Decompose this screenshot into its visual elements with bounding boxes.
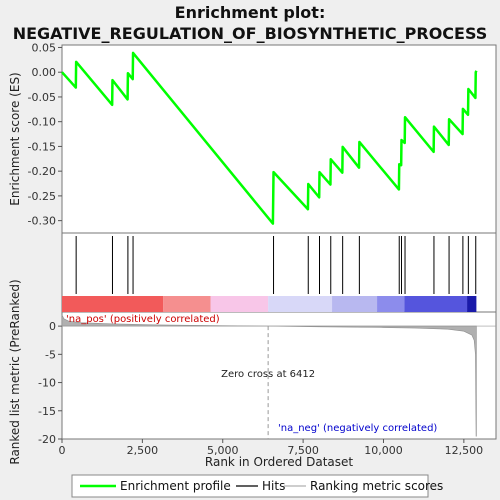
x-tick-label: 2,500 [127,444,159,457]
x-tick-label: 7,500 [287,444,319,457]
enrichment-profile-line [61,51,478,225]
color-bar-segment [377,296,405,312]
metric-y-tick-label: -15 [38,405,56,418]
ranking-metric-series [61,314,477,437]
color-bar-segment [467,296,477,312]
es-y-tick-label: -0.05 [28,91,56,104]
es-y-ticks: 0.05 0.00 -0.05 -0.10 -0.15 -0.20 -0.25 -0.30 [28,41,62,228]
color-bar-segment [332,296,378,312]
color-bar-segment [268,296,333,312]
es-y-tick-label: -0.20 [28,165,56,178]
legend: Enrichment profile Hits Ranking metric sco… [71,474,443,498]
negative-correlation-label: 'na_neg' (negatively correlated) [278,423,437,434]
x-tick-label: 0 [59,444,66,457]
es-y-tick-label: 0.05 [32,41,57,54]
metric-y-tick-label: -20 [38,433,56,446]
x-tick-label: 12,500 [445,444,484,457]
es-y-axis-title: Enrichment score (ES) [8,72,22,205]
legend-label: Hits [262,479,285,493]
es-y-tick-label: -0.15 [28,140,56,153]
x-tick-label: 10,000 [364,444,403,457]
chart-title-line1: Enrichment plot: [175,3,326,22]
color-bar-segment [210,296,269,312]
legend-label: Enrichment profile [120,479,231,493]
positive-correlation-label: 'na_pos' (positively correlated) [66,314,220,325]
hits-marks [75,236,477,294]
metric-y-ticks: 0 -5 -10 -15 -20 [38,320,62,446]
enrichment-profile-series [61,51,478,225]
chart-title-line2: NEGATIVE_REGULATION_OF_BIOSYNTHETIC_PROC… [13,24,488,43]
color-bar-segment [163,296,211,312]
ranking-color-bar [62,296,477,312]
color-bar-segment [404,296,468,312]
legend-label: Ranking metric scores [310,479,443,493]
metric-y-tick-label: -10 [38,377,56,390]
x-axis-title: Rank in Ordered Dataset [205,455,353,469]
x-tick-label: 5,000 [207,444,239,457]
x-axis-ticks: 0 2,500 5,000 7,500 10,000 12,500 [59,439,484,457]
es-y-tick-label: 0.00 [32,66,57,79]
es-y-tick-label: -0.25 [28,190,56,203]
color-bar-segment [62,296,164,312]
zero-cross-label: Zero cross at 6412 [221,369,315,380]
metric-y-tick-label: -5 [45,348,56,361]
es-y-tick-label: -0.30 [28,215,56,228]
metric-y-tick-label: 0 [49,320,56,333]
metric-y-axis-title: Ranked list metric (PreRanked) [8,279,22,464]
es-y-tick-label: -0.10 [28,116,56,129]
ranking-metric-area [61,314,496,437]
